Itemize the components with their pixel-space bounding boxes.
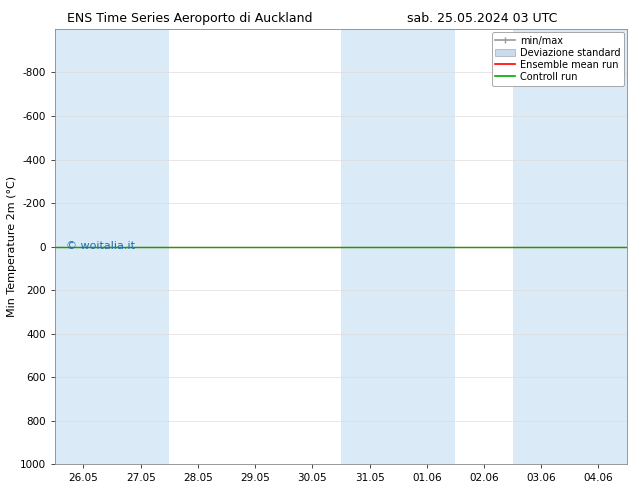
Bar <box>513 29 570 464</box>
Bar <box>570 29 627 464</box>
Text: sab. 25.05.2024 03 UTC: sab. 25.05.2024 03 UTC <box>406 12 557 25</box>
Text: ENS Time Series Aeroporto di Auckland: ENS Time Series Aeroporto di Auckland <box>67 12 313 25</box>
Text: © woitalia.it: © woitalia.it <box>67 241 135 251</box>
Bar <box>55 29 112 464</box>
Bar <box>398 29 455 464</box>
Bar <box>112 29 169 464</box>
Y-axis label: Min Temperature 2m (°C): Min Temperature 2m (°C) <box>7 176 17 317</box>
Legend: min/max, Deviazione standard, Ensemble mean run, Controll run: min/max, Deviazione standard, Ensemble m… <box>491 32 624 86</box>
Bar <box>341 29 398 464</box>
